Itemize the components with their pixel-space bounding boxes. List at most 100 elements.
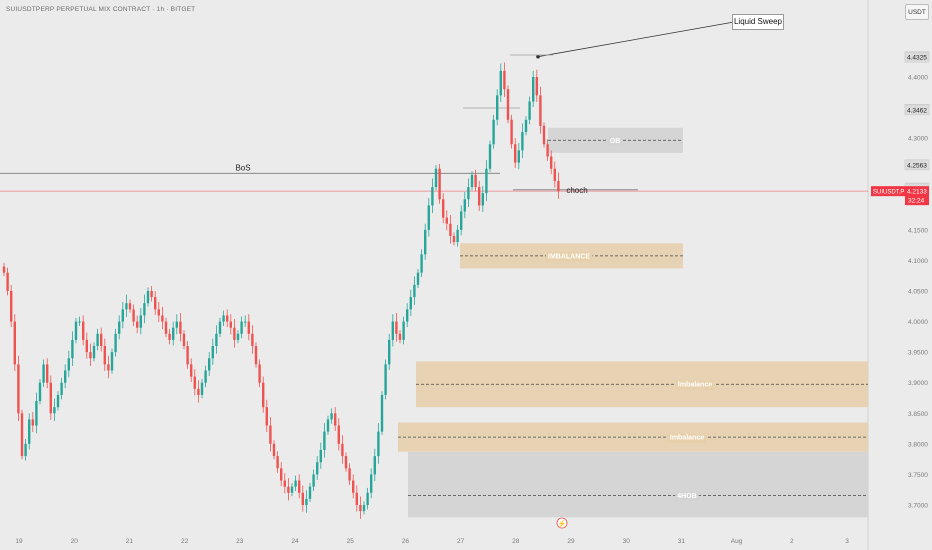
candle-body xyxy=(179,321,182,334)
candle-body xyxy=(366,492,369,505)
candle-body xyxy=(265,407,268,426)
candle-body xyxy=(427,205,430,230)
x-tick-label: 24 xyxy=(291,538,299,545)
candle-body xyxy=(96,333,99,347)
y-tick-label: 4.1000 xyxy=(908,258,928,265)
candle-body xyxy=(330,413,333,420)
zone-label-bg xyxy=(667,433,707,443)
candle-body xyxy=(13,321,16,365)
candle-body xyxy=(557,180,560,192)
x-tick-label: 23 xyxy=(236,538,244,545)
candle-body xyxy=(56,394,60,408)
candle-body xyxy=(323,431,326,450)
candle-body xyxy=(10,291,13,322)
candle-body xyxy=(546,144,549,157)
y-tick-label: 3.7500 xyxy=(908,472,928,479)
candle-body xyxy=(175,321,178,328)
candle-body xyxy=(514,144,517,163)
candle-body xyxy=(492,119,495,145)
candle-body xyxy=(78,321,81,323)
candle-body xyxy=(150,291,153,298)
price-axis xyxy=(868,0,932,550)
candle-body xyxy=(380,394,384,432)
candle-body xyxy=(236,333,240,340)
last-price-symbol-box xyxy=(871,186,905,197)
x-tick-label: 30 xyxy=(623,538,631,545)
candle-body xyxy=(510,119,513,145)
candle-body xyxy=(503,70,506,90)
candle-body xyxy=(154,297,157,310)
candle-body xyxy=(38,382,42,402)
candle-body xyxy=(290,486,294,493)
zone-label-imbalance_mid: Imbalance xyxy=(678,382,712,389)
zone-label-ob: OB xyxy=(610,138,621,145)
currency-selector[interactable]: USDT xyxy=(905,4,929,20)
candle-body xyxy=(197,388,200,395)
candle-body xyxy=(190,364,193,377)
liquid-sweep-label: Liquid Sweep xyxy=(732,14,784,30)
candle-body xyxy=(474,174,477,188)
x-tick-label: 28 xyxy=(512,538,520,545)
candle-body xyxy=(348,468,351,481)
candle-body xyxy=(535,77,538,96)
candle-body xyxy=(301,492,304,505)
y-tick-label: 4.0500 xyxy=(908,289,928,296)
x-tick-label: 19 xyxy=(15,538,23,545)
candle-body xyxy=(6,272,9,291)
candle-body xyxy=(467,187,470,200)
candle-body xyxy=(355,492,358,505)
candle-body xyxy=(280,468,283,481)
candle-body xyxy=(438,168,441,200)
candle-body xyxy=(542,125,546,145)
liquid-sweep-point xyxy=(536,54,540,59)
zone-label-bg xyxy=(675,380,715,390)
y-tick-label: 3.8500 xyxy=(908,411,928,418)
candle-body xyxy=(287,486,290,493)
last-price-label: 4.2133 xyxy=(907,189,927,196)
candle-body xyxy=(334,413,337,426)
candle-body xyxy=(373,456,376,475)
candle-body xyxy=(251,333,254,347)
candle-body xyxy=(499,70,502,96)
candle-body xyxy=(200,382,204,395)
y-tick-label: 4.3000 xyxy=(908,136,928,143)
candle-body xyxy=(118,321,121,334)
y-tick-label: 3.7000 xyxy=(908,503,928,510)
candle-body xyxy=(445,217,448,224)
candle-body xyxy=(359,505,362,512)
candle-body xyxy=(420,254,423,273)
candle-body xyxy=(218,321,222,334)
x-tick-label: 27 xyxy=(457,538,465,545)
candle-body xyxy=(370,474,373,493)
candle-body xyxy=(31,419,34,426)
candle-body xyxy=(2,266,6,273)
candle-body xyxy=(215,333,218,347)
candle-body xyxy=(517,150,520,163)
candle-body xyxy=(89,352,92,359)
candle-body xyxy=(121,309,124,322)
candle-body xyxy=(337,425,340,444)
x-tick-label: 31 xyxy=(678,538,686,545)
candle-body xyxy=(100,333,103,347)
candle-body xyxy=(539,95,542,126)
candle-body xyxy=(312,474,315,487)
candle-body xyxy=(463,199,466,212)
candle-body xyxy=(139,315,142,328)
candle-body xyxy=(553,168,556,181)
candle-body xyxy=(341,443,344,457)
x-tick-label: 22 xyxy=(181,538,189,545)
candle-body xyxy=(20,413,24,457)
candle-body xyxy=(49,382,52,414)
candle-body xyxy=(456,229,459,243)
candle-body xyxy=(46,364,49,383)
candle-body xyxy=(449,223,452,236)
candle-body xyxy=(258,364,261,383)
candle-body xyxy=(28,419,31,444)
candle-body xyxy=(114,333,117,353)
y-tick-label: 3.9000 xyxy=(908,380,928,387)
last-price-symbol: SUIUSDT.P xyxy=(873,190,904,196)
candle-body xyxy=(294,480,297,487)
candle-body xyxy=(485,168,488,194)
candle-body xyxy=(103,346,106,365)
